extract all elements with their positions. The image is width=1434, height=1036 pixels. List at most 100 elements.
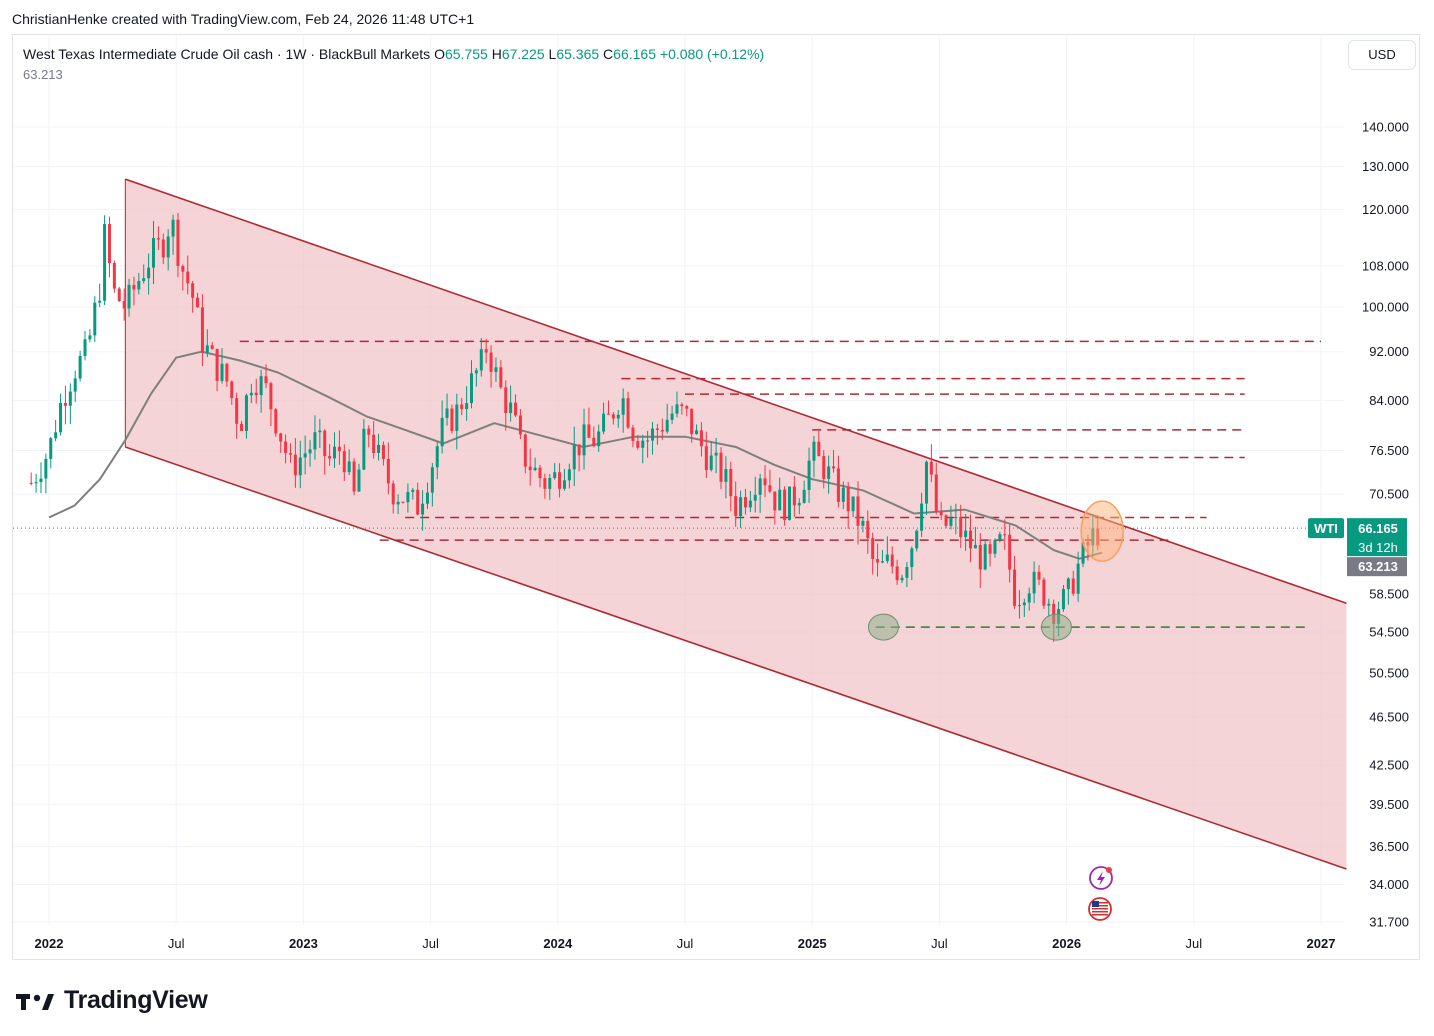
candle-body (558, 472, 562, 489)
candle-body (924, 461, 928, 504)
tradingview-brand[interactable]: TradingView (16, 986, 208, 1015)
candle-body (509, 402, 513, 414)
candle-body (499, 367, 503, 388)
symbol-tag (1308, 518, 1344, 539)
candle-body (797, 503, 801, 506)
candle-body (1032, 571, 1036, 594)
candle-body (983, 544, 987, 570)
candle-body (318, 430, 322, 433)
candle-body (636, 441, 640, 448)
support-low-circle (1040, 613, 1072, 641)
candle-body (729, 469, 733, 497)
time-tick-label: 2024 (543, 936, 573, 951)
candle-body (284, 441, 288, 454)
price-tick-label: 140.000 (1362, 120, 1409, 135)
candle-body (440, 417, 444, 447)
candle-body (792, 486, 796, 506)
bar-countdown-label: 3d 12h (1358, 540, 1398, 555)
candle-body (616, 414, 620, 419)
candle-body (34, 482, 38, 484)
candle-body (592, 437, 596, 447)
candle-body (88, 335, 92, 340)
candle-body (646, 440, 650, 442)
candle-body (352, 461, 356, 492)
price-tick-label: 50.500 (1369, 665, 1409, 680)
candle-body (724, 469, 728, 482)
legend-open-label: O (434, 46, 445, 62)
price-tick-label: 108.000 (1362, 258, 1409, 273)
candle-body (910, 548, 914, 568)
candle-body (670, 413, 674, 420)
candle-body (200, 307, 204, 353)
candle-body (205, 345, 209, 353)
candle-body (856, 496, 860, 526)
flag-stripe (1092, 902, 1108, 904)
candle-body (582, 424, 586, 456)
time-tick-label: Jul (677, 936, 694, 951)
candle-body (147, 267, 151, 279)
candle-body (753, 494, 757, 501)
candle-body (401, 501, 405, 503)
candle-body (553, 472, 557, 478)
candle-body (704, 446, 708, 470)
notification-dot (1106, 867, 1112, 873)
candle-body (885, 554, 889, 562)
candle-body (841, 487, 845, 502)
time-tick-label: 2023 (289, 936, 318, 951)
legend-high-label: H (491, 46, 502, 62)
price-axis: 140.000 130.000 120.000 108.000 100.000 92.00… (1362, 120, 1409, 930)
candle-body (611, 414, 615, 419)
price-tick-label: 36.500 (1369, 839, 1409, 854)
candle-body (626, 398, 630, 428)
ma-price-label: 63.213 (1358, 559, 1398, 574)
legend-high: 67.225 (501, 46, 545, 62)
candle-body (773, 491, 777, 511)
candle-body (191, 283, 195, 298)
candle-body (484, 349, 488, 353)
candle-body (836, 468, 840, 502)
candle-body (807, 460, 811, 490)
candle-body (328, 456, 332, 459)
candle-body (342, 451, 346, 473)
candle-body (225, 363, 229, 382)
price-tick-label: 76.500 (1369, 443, 1409, 458)
chart-credit: ChristianHenke created with TradingView.… (12, 11, 475, 27)
candle-body (641, 440, 645, 448)
candle-body (377, 444, 381, 453)
candle-body (763, 478, 767, 486)
candle-body (396, 501, 400, 505)
candle-body (621, 398, 625, 415)
time-tick-label: Jul (422, 936, 439, 951)
candle-body (880, 561, 884, 563)
candle-body (577, 444, 581, 456)
candle-body (572, 444, 576, 470)
brand-name: TradingView (64, 986, 208, 1014)
candle-body (93, 302, 97, 336)
candle-body (695, 430, 699, 435)
channel-upper-line (125, 178, 1347, 605)
currency-button[interactable]: USD (1348, 40, 1416, 70)
candle-body (680, 404, 684, 407)
candle-body (279, 433, 283, 442)
legend-close: 66.165 (613, 46, 656, 62)
chart-frame[interactable] (12, 34, 1420, 960)
candle-body (156, 238, 160, 240)
candle-body (465, 403, 469, 410)
lightning-bolt-glyph (1097, 871, 1105, 886)
candle-body (450, 408, 454, 432)
candle-body (969, 530, 973, 549)
price-badge: WTI 66.165 3d 12h 63.213 (1308, 518, 1407, 577)
candle-body (587, 424, 591, 438)
legend-title: West Texas Intermediate Crude Oil cash ·… (23, 46, 431, 62)
candle-body (49, 438, 53, 459)
candle-body (543, 478, 547, 489)
candle-body (132, 284, 136, 290)
candle-body (1008, 534, 1012, 570)
price-tick-label: 130.000 (1362, 159, 1409, 174)
candle-body (1003, 534, 1007, 536)
candle-body (523, 434, 527, 467)
candle-body (905, 567, 909, 578)
price-tick-label: 34.000 (1369, 877, 1409, 892)
ma-price-box (1347, 557, 1407, 577)
